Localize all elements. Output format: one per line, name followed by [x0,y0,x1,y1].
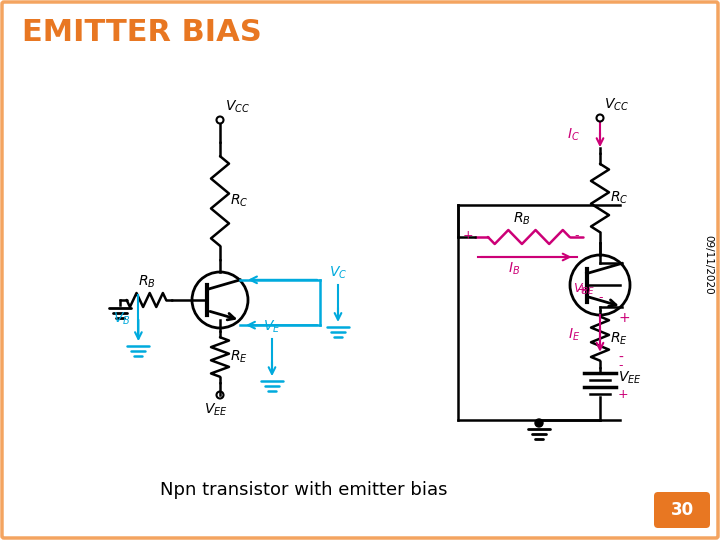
Text: +: + [618,388,629,401]
Text: $V_{EE}$: $V_{EE}$ [204,402,228,418]
Text: +: + [618,310,629,325]
Text: $V_C$: $V_C$ [329,265,347,281]
Text: 30: 30 [670,501,693,519]
Text: $R_B$: $R_B$ [138,274,156,291]
Text: $I_B$: $I_B$ [508,261,521,278]
Text: +: + [576,283,587,296]
Text: -: - [598,291,603,304]
Text: +: + [463,229,473,242]
Text: $V_E$: $V_E$ [264,319,281,335]
Circle shape [535,419,543,427]
Text: $V_{EE}$: $V_{EE}$ [618,369,642,386]
Text: $I_E$: $I_E$ [568,326,580,343]
Text: $R_C$: $R_C$ [230,193,248,209]
Text: $V_{BE}$: $V_{BE}$ [573,282,595,297]
Text: EMITTER BIAS: EMITTER BIAS [22,18,262,47]
Text: 09/11/2020: 09/11/2020 [703,235,713,295]
Text: Npn transistor with emitter bias: Npn transistor with emitter bias [160,481,448,499]
FancyBboxPatch shape [654,492,710,528]
Text: $R_E$: $R_E$ [230,349,248,365]
Text: -: - [618,350,623,365]
Text: $V_{CC}$: $V_{CC}$ [604,97,629,113]
Text: -: - [575,229,579,242]
Text: $R_C$: $R_C$ [610,190,629,206]
Text: -: - [618,359,623,372]
Text: $R_E$: $R_E$ [610,330,628,347]
Text: $V_{CC}$: $V_{CC}$ [225,99,250,115]
Text: $V_B$: $V_B$ [112,310,130,327]
Text: $I_C$: $I_C$ [567,126,580,143]
Text: $R_B$: $R_B$ [513,211,531,227]
